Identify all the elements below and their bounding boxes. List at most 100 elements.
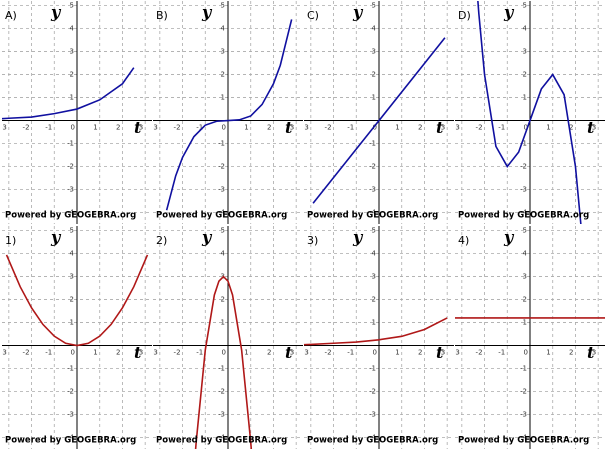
y-tick-label: 2 bbox=[221, 71, 225, 79]
panel-title: A) bbox=[5, 9, 17, 22]
y-tick-label: -1 bbox=[218, 140, 225, 148]
y-tick-label: -2 bbox=[67, 163, 74, 171]
y-tick-label: 4 bbox=[70, 250, 75, 258]
y-tick-label: -3 bbox=[520, 186, 527, 194]
y-tick-label: -2 bbox=[369, 388, 376, 396]
y-tick-label: 4 bbox=[523, 250, 528, 258]
y-tick-label: -1 bbox=[67, 140, 74, 148]
x-tick-label: -2 bbox=[325, 349, 332, 357]
panel: -3 -2 -1 0 1 2 3 -4 -3 -2 -1 1 2 3 4 5 t y A) Powered by GE… bbox=[2, 1, 152, 224]
y-tick-label: -3 bbox=[218, 411, 225, 419]
x-tick-label: -3 bbox=[453, 124, 460, 132]
x-tick-label: -2 bbox=[174, 124, 181, 132]
curve bbox=[194, 275, 253, 449]
x-tick-label: 3 bbox=[441, 349, 445, 357]
y-tick-label: -3 bbox=[67, 186, 74, 194]
y-tick-label: 3 bbox=[523, 273, 527, 281]
y-tick-label: 3 bbox=[523, 48, 527, 56]
x-tick-label: -3 bbox=[453, 349, 460, 357]
x-tick-label: 0 bbox=[71, 349, 75, 357]
y-tick-label: -3 bbox=[369, 411, 376, 419]
x-tick-label: 3 bbox=[592, 124, 596, 132]
y-tick-label: 2 bbox=[372, 296, 376, 304]
x-tick-label: 3 bbox=[290, 349, 294, 357]
curve bbox=[304, 317, 448, 346]
y-tick-label: -1 bbox=[67, 365, 74, 373]
x-tick-label: -3 bbox=[151, 124, 158, 132]
y-tick-label: 1 bbox=[221, 319, 225, 327]
y-tick-label: -3 bbox=[369, 186, 376, 194]
y-tick-label: -1 bbox=[520, 140, 527, 148]
y-tick-label: -4 bbox=[67, 209, 75, 217]
panel: -3 -2 -1 0 1 2 3 -4 -3 -2 -1 1 2 3 4 5 t y 1) Powered by GE… bbox=[0, 226, 152, 449]
x-tick-label: -2 bbox=[476, 124, 483, 132]
x-tick-label: 0 bbox=[373, 349, 377, 357]
y-tick-label: -4 bbox=[520, 209, 528, 217]
x-tick-label: 1 bbox=[395, 124, 399, 132]
y-tick-label: -2 bbox=[67, 388, 74, 396]
panel-title: 4) bbox=[458, 234, 469, 247]
x-axis-label: t bbox=[285, 118, 293, 137]
x-tick-label: 2 bbox=[418, 124, 422, 132]
y-tick-label: 5 bbox=[523, 2, 527, 10]
x-tick-label: -3 bbox=[302, 349, 309, 357]
x-tick-label: 1 bbox=[244, 349, 248, 357]
y-tick-label: 3 bbox=[221, 48, 225, 56]
panel-title: 3) bbox=[307, 234, 318, 247]
y-tick-label: -3 bbox=[520, 411, 527, 419]
x-tick-label: 0 bbox=[373, 124, 377, 132]
footer-note: Powered by GEOGEBRA.org bbox=[156, 436, 287, 446]
x-tick-label: 2 bbox=[569, 349, 573, 357]
x-axis-label: t bbox=[134, 343, 142, 362]
x-axis-label: t bbox=[134, 118, 142, 137]
y-tick-label: 2 bbox=[523, 296, 527, 304]
y-tick-label: -1 bbox=[369, 365, 376, 373]
y-tick-label: -2 bbox=[218, 388, 225, 396]
x-tick-label: 3 bbox=[441, 124, 445, 132]
y-tick-label: 5 bbox=[70, 227, 74, 235]
x-tick-label: -1 bbox=[347, 124, 354, 132]
x-tick-label: 3 bbox=[592, 349, 596, 357]
x-tick-label: -1 bbox=[498, 124, 505, 132]
y-tick-label: 4 bbox=[221, 250, 226, 258]
y-tick-label: 5 bbox=[523, 227, 527, 235]
x-tick-label: -3 bbox=[0, 349, 7, 357]
y-tick-label: 1 bbox=[523, 319, 527, 327]
y-tick-label: 4 bbox=[372, 250, 377, 258]
y-tick-label: 2 bbox=[523, 71, 527, 79]
y-tick-label: 1 bbox=[221, 94, 225, 102]
y-tick-label: 3 bbox=[70, 273, 74, 281]
curve bbox=[5, 254, 149, 347]
x-tick-label: 3 bbox=[139, 124, 143, 132]
x-tick-label: -1 bbox=[196, 124, 203, 132]
footer-note: Powered by GEOGEBRA.org bbox=[307, 436, 438, 446]
panel-title: 2) bbox=[156, 234, 167, 247]
y-tick-label: 1 bbox=[372, 94, 376, 102]
panel-title: D) bbox=[458, 9, 471, 22]
y-tick-label: 4 bbox=[372, 25, 377, 33]
x-tick-label: 1 bbox=[546, 349, 550, 357]
x-tick-label: 0 bbox=[524, 124, 528, 132]
footer-note: Powered by GEOGEBRA.org bbox=[458, 211, 589, 221]
x-tick-label: -2 bbox=[174, 349, 181, 357]
y-tick-label: 5 bbox=[372, 2, 376, 10]
y-axis-label: y bbox=[201, 3, 213, 22]
y-tick-label: -2 bbox=[218, 163, 225, 171]
x-tick-label: 2 bbox=[116, 349, 120, 357]
footer-note: Powered by GEOGEBRA.org bbox=[5, 211, 136, 221]
y-tick-label: -4 bbox=[67, 434, 75, 442]
y-tick-label: 5 bbox=[372, 227, 376, 235]
footer-note: Powered by GEOGEBRA.org bbox=[5, 436, 136, 446]
panel: -3 -2 -1 0 1 2 3 -4 -3 -2 -1 1 2 3 4 5 t y 3) Powered by GE… bbox=[302, 226, 454, 449]
y-tick-label: -4 bbox=[369, 209, 377, 217]
y-axis-label: y bbox=[352, 228, 364, 247]
x-tick-label: 1 bbox=[93, 349, 97, 357]
y-tick-label: 4 bbox=[70, 25, 75, 33]
footer-note: Powered by GEOGEBRA.org bbox=[458, 436, 589, 446]
y-tick-label: -2 bbox=[520, 388, 527, 396]
x-axis-label: t bbox=[436, 343, 444, 362]
y-tick-label: 5 bbox=[221, 227, 225, 235]
y-tick-label: 3 bbox=[372, 48, 376, 56]
y-tick-label: 2 bbox=[70, 71, 74, 79]
